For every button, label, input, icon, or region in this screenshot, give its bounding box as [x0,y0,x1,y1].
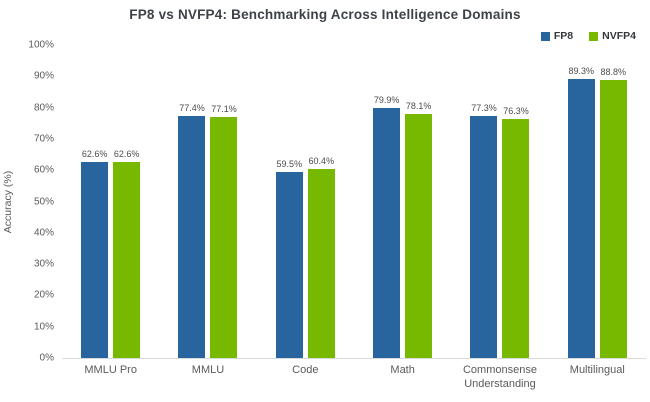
bar-value-label: 77.3% [471,103,497,114]
y-tick-label: 70% [33,133,54,145]
bar-nvfp4-mmlu: 77.1% [210,104,238,358]
y-tick-label: 30% [33,258,54,270]
bar-value-label: 88.8% [600,67,627,78]
x-axis-labels: MMLU Pro MMLU Code Math Commonsense Understa… [62,364,646,392]
y-tick-label: 50% [33,196,54,207]
y-tick-label: 20% [33,289,54,301]
y-axis-ticks: 0% 10% 20% 30% 40% 50% 60% 70% 80% 90% 100% [0,40,54,364]
x-axis-label-multilingual: Multilingual [569,364,625,376]
bar-fp8-code: 59.5% [275,159,303,358]
fp8-swatch-icon [540,31,550,41]
y-tick-label: 40% [33,227,54,239]
bar-group-mmlu-pro: 62.6% 62.6% [62,45,159,358]
bar-group-mmlu: 77.4% 77.1% [159,45,256,358]
x-axis-label-math: Math [390,364,415,376]
y-tick-label: 80% [33,102,54,114]
y-tick-label: 100% [28,39,54,51]
legend-label-fp8: FP8 [553,30,574,42]
bar-fp8-commonsense-understanding: 77.3% [470,103,498,358]
bar-value-label: 77.4% [179,102,205,113]
bar-value-label: 89.3% [568,65,595,76]
bar-nvfp4-math: 78.1% [405,101,433,358]
bar-value-label: 60.4% [308,155,335,166]
bar-value-label: 79.9% [373,94,400,105]
chart-title: FP8 vs NVFP4: Benchmarking Across Intell… [129,7,521,22]
bar-group-code: 59.5% 60.4% [257,45,354,358]
x-axis-label-mmlu-pro: MMLU Pro [84,364,137,376]
legend-item-nvfp4: NVFP4 [589,30,636,42]
x-axis-label-commonsense-understanding: Commonsense Understanding [462,364,537,390]
bar-group-multilingual: 89.3% 88.8% [549,45,646,358]
bar-value-label: 78.1% [405,100,432,111]
bar-nvfp4-multilingual: 88.8% [599,67,627,358]
y-tick-label: 90% [33,70,54,82]
plot-area: 62.6% 62.6% 77.4% 77.1% 59.5% 60.4% 79.9% 78.1%… [62,45,646,359]
x-axis-label-code: Code [292,364,319,376]
bar-group-math: 79.9% 78.1% [354,45,451,358]
bar-value-label: 59.5% [276,158,303,169]
bar-group-commonsense-understanding: 77.3% 76.3% [451,45,548,358]
legend-item-fp8: FP8 [540,30,574,42]
bar-nvfp4-code: 60.4% [307,156,335,358]
bar-value-label: 77.1% [211,103,237,114]
bar-fp8-math: 79.9% [373,95,401,358]
nvfp4-swatch-icon [589,31,599,41]
bar-value-label: 76.3% [503,106,529,117]
y-tick-label: 60% [33,164,54,176]
bar-fp8-mmlu: 77.4% [178,103,206,358]
bar-value-label: 62.6% [113,149,140,160]
y-tick-label: 10% [33,321,54,333]
legend-label-nvfp4: NVFP4 [602,30,636,42]
bar-fp8-multilingual: 89.3% [567,66,595,358]
bar-fp8-mmlu-pro: 62.6% [81,149,109,358]
bar-nvfp4-mmlu-pro: 62.6% [113,149,141,358]
bar-value-label: 62.6% [81,149,108,160]
bar-nvfp4-commonsense-understanding: 76.3% [502,106,530,358]
legend: FP8 NVFP4 [540,30,636,42]
y-tick-label: 0% [39,352,54,364]
x-axis-label-mmlu: MMLU [191,364,225,376]
